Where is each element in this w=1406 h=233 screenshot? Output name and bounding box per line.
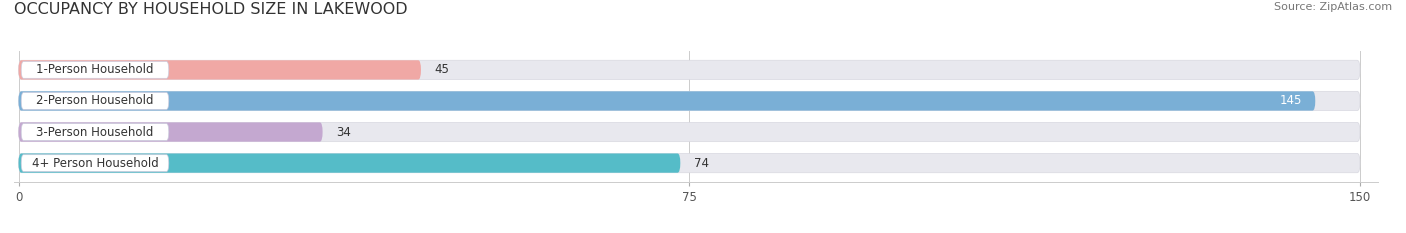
FancyBboxPatch shape bbox=[18, 91, 1360, 111]
FancyBboxPatch shape bbox=[18, 91, 1315, 111]
FancyBboxPatch shape bbox=[18, 122, 1360, 142]
FancyBboxPatch shape bbox=[18, 122, 322, 142]
Text: 3-Person Household: 3-Person Household bbox=[37, 126, 153, 139]
FancyBboxPatch shape bbox=[21, 124, 169, 140]
Text: 4+ Person Household: 4+ Person Household bbox=[31, 157, 159, 170]
FancyBboxPatch shape bbox=[21, 62, 169, 78]
Text: 45: 45 bbox=[434, 63, 450, 76]
FancyBboxPatch shape bbox=[18, 60, 420, 79]
Text: 1-Person Household: 1-Person Household bbox=[37, 63, 153, 76]
FancyBboxPatch shape bbox=[21, 155, 169, 171]
Text: 145: 145 bbox=[1279, 94, 1302, 107]
FancyBboxPatch shape bbox=[18, 60, 1360, 79]
Text: OCCUPANCY BY HOUSEHOLD SIZE IN LAKEWOOD: OCCUPANCY BY HOUSEHOLD SIZE IN LAKEWOOD bbox=[14, 2, 408, 17]
Text: Source: ZipAtlas.com: Source: ZipAtlas.com bbox=[1274, 2, 1392, 12]
Text: 34: 34 bbox=[336, 126, 352, 139]
FancyBboxPatch shape bbox=[21, 93, 169, 109]
FancyBboxPatch shape bbox=[18, 154, 1360, 173]
FancyBboxPatch shape bbox=[18, 154, 681, 173]
Text: 2-Person Household: 2-Person Household bbox=[37, 94, 153, 107]
Text: 74: 74 bbox=[693, 157, 709, 170]
